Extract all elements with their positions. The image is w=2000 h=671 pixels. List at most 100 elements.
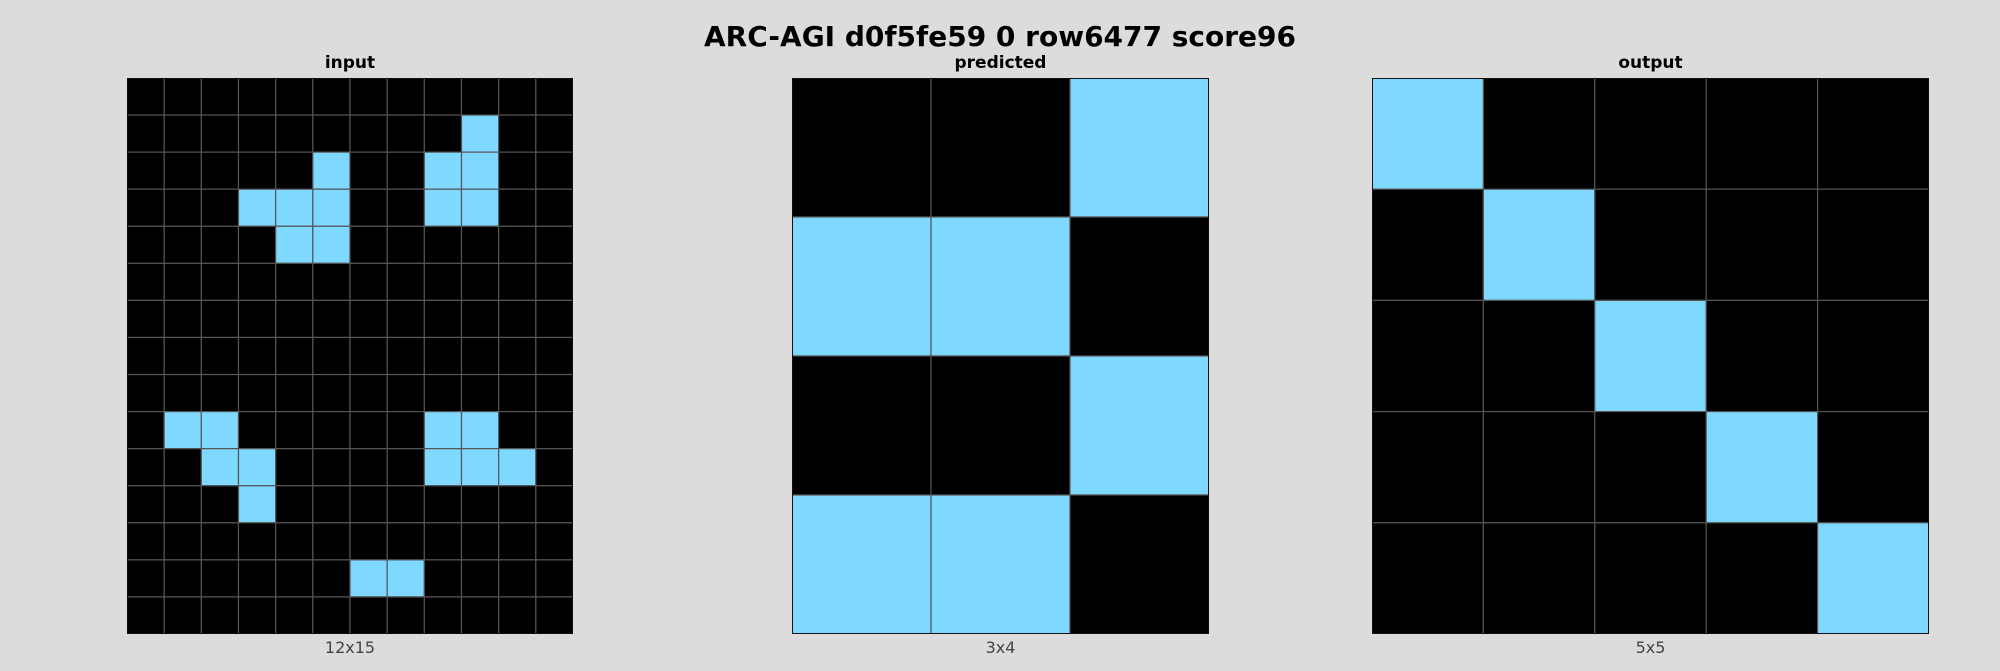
- input-cell-r4-c8-empty: [423, 225, 463, 264]
- input-cell-r1-c8-empty: [423, 114, 463, 153]
- input-cell-r6-c6-empty: [349, 299, 388, 339]
- input-cell-r7-c1-empty: [163, 336, 202, 376]
- input-cell-r1-c9-filled: [460, 114, 500, 153]
- input-cell-r3-c1-empty: [163, 188, 202, 227]
- predicted-cell-r2-c2-filled: [1069, 355, 1209, 496]
- input-cell-r5-c10-empty: [498, 262, 537, 301]
- input-cell-r14-c2-empty: [200, 596, 240, 634]
- input-cell-r14-c0-empty: [127, 596, 165, 634]
- input-cell-r11-c0-empty: [127, 485, 165, 524]
- input-cell-r13-c7-filled: [386, 559, 425, 598]
- output-cell-r0-c1-empty: [1482, 78, 1596, 190]
- predicted-panel-title: predicted: [954, 53, 1047, 73]
- input-cell-r7-c11-empty: [535, 336, 573, 376]
- predicted-cell-r3-c2-empty: [1069, 494, 1209, 634]
- input-cell-r7-c2-empty: [200, 336, 240, 376]
- input-cell-r1-c7-empty: [386, 114, 425, 153]
- output-size-label: 5x5: [1635, 638, 1666, 657]
- input-cell-r7-c6-empty: [349, 336, 388, 376]
- input-cell-r11-c2-empty: [200, 485, 240, 524]
- predicted-cell-r3-c1-filled: [930, 494, 1071, 634]
- input-cell-r5-c4-empty: [275, 262, 314, 301]
- output-cell-r1-c4-empty: [1817, 188, 1929, 301]
- input-cell-r3-c11-empty: [535, 188, 573, 227]
- input-cell-r6-c0-empty: [127, 299, 165, 339]
- input-grid-border: [127, 78, 573, 634]
- input-cell-r2-c9-filled: [460, 151, 500, 190]
- input-cell-r4-c10-empty: [498, 225, 537, 264]
- input-cell-r5-c7-empty: [386, 262, 425, 301]
- input-cell-r1-c3-empty: [237, 114, 277, 153]
- input-cell-r5-c1-empty: [163, 262, 202, 301]
- output-panel-title: output: [1618, 53, 1683, 73]
- figure-title: ARC-AGI d0f5fe59 0 row6477 score96: [703, 20, 1297, 53]
- input-cell-r14-c1-empty: [163, 596, 202, 634]
- input-cell-r9-c6-empty: [349, 411, 388, 450]
- input-cell-r12-c11-empty: [535, 522, 573, 561]
- output-cell-r2-c1-empty: [1482, 299, 1596, 413]
- input-cell-r9-c1-filled: [163, 411, 202, 450]
- input-cell-r8-c7-empty: [386, 373, 425, 413]
- input-cell-r11-c9-empty: [460, 485, 500, 524]
- input-cell-r11-c8-empty: [423, 485, 463, 524]
- output-cell-r2-c3-empty: [1705, 299, 1819, 413]
- input-cell-r14-c9-empty: [460, 596, 500, 634]
- input-cell-r13-c1-empty: [163, 559, 202, 598]
- input-cell-r4-c6-empty: [349, 225, 388, 264]
- input-cell-r2-c7-empty: [386, 151, 425, 190]
- input-cell-r11-c1-empty: [163, 485, 202, 524]
- input-cell-r10-c8-filled: [423, 448, 463, 487]
- input-cell-r6-c7-empty: [386, 299, 425, 339]
- input-cell-r2-c2-empty: [200, 151, 240, 190]
- input-cell-r0-c9-empty: [460, 78, 500, 116]
- input-cell-r11-c3-filled: [237, 485, 277, 524]
- input-size-label: 12x15: [324, 638, 376, 657]
- input-cell-r0-c2-empty: [200, 78, 240, 116]
- input-cell-r4-c5-filled: [312, 225, 351, 264]
- output-cell-r4-c1-empty: [1482, 522, 1596, 634]
- input-cell-r12-c9-empty: [460, 522, 500, 561]
- input-cell-r1-c5-empty: [312, 114, 351, 153]
- input-cell-r4-c4-filled: [275, 225, 314, 264]
- input-cell-r12-c6-empty: [349, 522, 388, 561]
- input-cell-r14-c4-empty: [275, 596, 314, 634]
- input-cell-r13-c5-empty: [312, 559, 351, 598]
- input-cell-r7-c10-empty: [498, 336, 537, 376]
- input-cell-r6-c9-empty: [460, 299, 500, 339]
- input-cell-r0-c4-empty: [275, 78, 314, 116]
- output-cell-r1-c3-empty: [1705, 188, 1819, 301]
- input-cell-r9-c9-filled: [460, 411, 500, 450]
- input-cell-r5-c9-empty: [460, 262, 500, 301]
- input-cell-r10-c4-empty: [275, 448, 314, 487]
- input-cell-r9-c0-empty: [127, 411, 165, 450]
- input-cell-r4-c2-empty: [200, 225, 240, 264]
- input-cell-r14-c7-empty: [386, 596, 425, 634]
- input-cell-r13-c8-empty: [423, 559, 463, 598]
- input-cell-r11-c11-empty: [535, 485, 573, 524]
- input-cell-r8-c2-empty: [200, 373, 240, 413]
- input-cell-r6-c3-empty: [237, 299, 277, 339]
- input-cell-r12-c3-empty: [237, 522, 277, 561]
- input-cell-r6-c5-empty: [312, 299, 351, 339]
- predicted-size-label: 3x4: [985, 638, 1016, 657]
- predicted-cell-r1-c1-filled: [930, 216, 1071, 357]
- output-cell-r0-c4-empty: [1817, 78, 1929, 190]
- input-cell-r1-c4-empty: [275, 114, 314, 153]
- input-cell-r12-c2-empty: [200, 522, 240, 561]
- input-cell-r7-c9-empty: [460, 336, 500, 376]
- input-cell-r0-c8-empty: [423, 78, 463, 116]
- input-cell-r12-c8-empty: [423, 522, 463, 561]
- input-cell-r2-c6-empty: [349, 151, 388, 190]
- predicted-cell-r2-c0-empty: [792, 355, 932, 496]
- input-cell-r3-c8-filled: [423, 188, 463, 227]
- input-cell-r7-c3-empty: [237, 336, 277, 376]
- input-cell-r12-c7-empty: [386, 522, 425, 561]
- predicted-grid-border: [792, 78, 1209, 634]
- output-cell-r0-c2-empty: [1594, 78, 1707, 190]
- input-cell-r12-c1-empty: [163, 522, 202, 561]
- output-cell-r3-c4-empty: [1817, 411, 1929, 524]
- input-cell-r10-c2-filled: [200, 448, 240, 487]
- input-grid: [127, 78, 573, 634]
- input-cell-r8-c1-empty: [163, 373, 202, 413]
- input-cell-r9-c11-empty: [535, 411, 573, 450]
